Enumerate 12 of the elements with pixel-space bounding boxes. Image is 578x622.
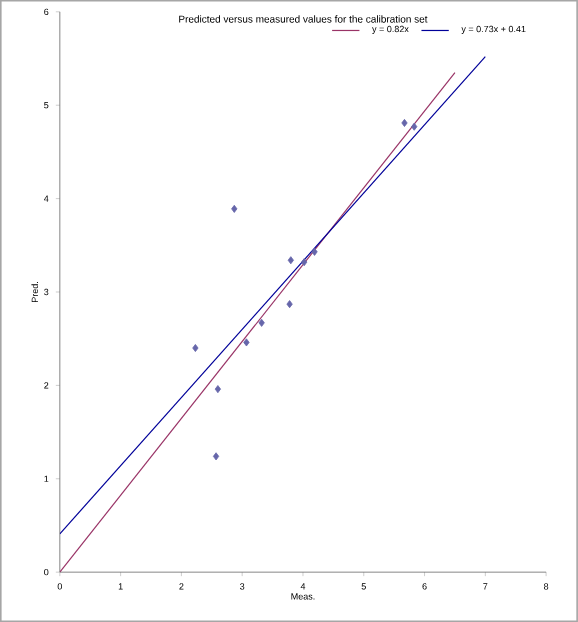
point (286, 300, 293, 309)
point (243, 338, 250, 347)
point (287, 256, 294, 265)
point (212, 452, 220, 461)
point (258, 318, 265, 327)
point (411, 122, 418, 131)
point (214, 385, 222, 394)
point (192, 344, 199, 353)
point (311, 247, 318, 256)
point (301, 258, 308, 267)
point (231, 204, 238, 213)
point (401, 118, 408, 127)
